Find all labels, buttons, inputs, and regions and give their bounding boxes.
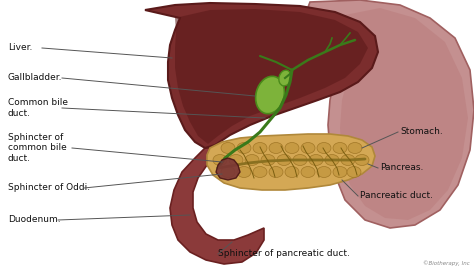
Ellipse shape xyxy=(301,143,315,154)
Ellipse shape xyxy=(348,143,362,154)
Text: Sphincter of
common bile
duct.: Sphincter of common bile duct. xyxy=(8,133,67,163)
Text: Stomach.: Stomach. xyxy=(400,127,443,137)
Text: Sphincter of Oddi.: Sphincter of Oddi. xyxy=(8,184,90,193)
Ellipse shape xyxy=(237,143,251,154)
Text: Duodenum.: Duodenum. xyxy=(8,215,61,224)
Ellipse shape xyxy=(333,167,347,177)
Ellipse shape xyxy=(269,143,283,154)
Ellipse shape xyxy=(255,76,284,114)
Ellipse shape xyxy=(285,143,299,154)
Ellipse shape xyxy=(301,167,315,177)
Ellipse shape xyxy=(355,154,369,166)
Ellipse shape xyxy=(221,143,235,154)
Ellipse shape xyxy=(279,70,291,86)
Text: Sphincter of pancreatic duct.: Sphincter of pancreatic duct. xyxy=(218,249,350,258)
Polygon shape xyxy=(145,3,378,148)
Polygon shape xyxy=(175,9,368,144)
Ellipse shape xyxy=(221,167,235,177)
Text: Pancreas.: Pancreas. xyxy=(380,164,423,173)
Text: Liver.: Liver. xyxy=(8,43,32,52)
Polygon shape xyxy=(330,8,468,220)
Ellipse shape xyxy=(309,154,323,166)
Ellipse shape xyxy=(253,167,267,177)
Ellipse shape xyxy=(253,143,267,154)
Polygon shape xyxy=(207,134,375,190)
Ellipse shape xyxy=(245,154,259,166)
Ellipse shape xyxy=(261,154,275,166)
Ellipse shape xyxy=(285,167,299,177)
Text: ©Biotherapy, Inc: ©Biotherapy, Inc xyxy=(423,260,470,266)
Ellipse shape xyxy=(237,167,251,177)
Text: Pancreatic duct.: Pancreatic duct. xyxy=(360,191,433,201)
Ellipse shape xyxy=(213,154,227,166)
Ellipse shape xyxy=(293,154,307,166)
Ellipse shape xyxy=(317,143,331,154)
Ellipse shape xyxy=(333,143,347,154)
Ellipse shape xyxy=(229,154,243,166)
Text: Gallbladder.: Gallbladder. xyxy=(8,73,63,83)
Ellipse shape xyxy=(269,167,283,177)
Polygon shape xyxy=(216,158,240,180)
Ellipse shape xyxy=(325,154,339,166)
Ellipse shape xyxy=(277,154,291,166)
Ellipse shape xyxy=(317,167,331,177)
Polygon shape xyxy=(305,0,474,228)
Polygon shape xyxy=(170,148,264,264)
Ellipse shape xyxy=(347,167,361,177)
Text: Common bile
duct.: Common bile duct. xyxy=(8,98,68,118)
Ellipse shape xyxy=(341,154,355,166)
